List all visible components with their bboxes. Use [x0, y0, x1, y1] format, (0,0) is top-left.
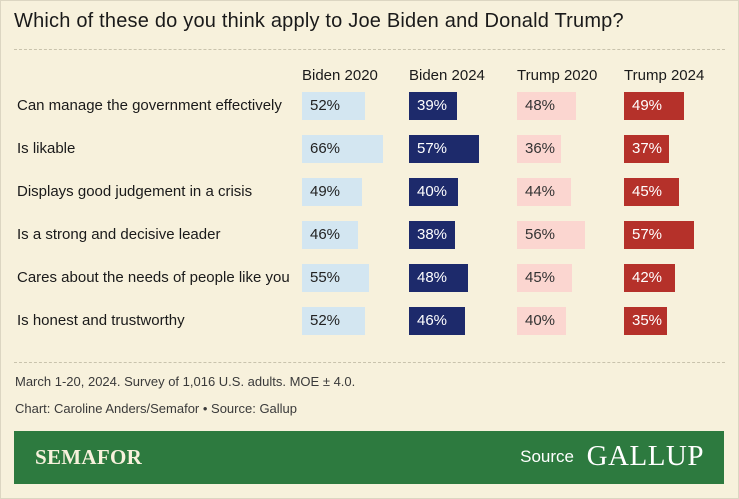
- bar-biden-2020: 55%: [302, 264, 369, 292]
- row-label: Displays good judgement in a crisis: [17, 183, 253, 200]
- row-label: Is honest and trustworthy: [17, 312, 185, 329]
- bar-trump-2024: 57%: [624, 221, 694, 249]
- bar-trump-2024: 49%: [624, 92, 684, 120]
- survey-note: March 1-20, 2024. Survey of 1,016 U.S. a…: [15, 374, 356, 389]
- bar-biden-2020: 49%: [302, 178, 362, 206]
- bar-biden-2020: 52%: [302, 307, 365, 335]
- chart-title: Which of these do you think apply to Joe…: [14, 10, 624, 32]
- row-label: Is a strong and decisive leader: [17, 226, 221, 243]
- divider: [14, 362, 725, 363]
- semafor-logo: SEMAFOR: [35, 445, 143, 469]
- bar-biden-2024: 38%: [409, 221, 455, 249]
- bar-biden-2024: 40%: [409, 178, 458, 206]
- bar-trump-2024: 45%: [624, 178, 679, 206]
- bar-biden-2024: 48%: [409, 264, 468, 292]
- bar-trump-2024: 37%: [624, 135, 669, 163]
- bar-trump-2020: 48%: [517, 92, 576, 120]
- bar-trump-2024: 35%: [624, 307, 667, 335]
- credit-note: Chart: Caroline Anders/Semafor • Source:…: [15, 401, 298, 416]
- column-header-trump-2024: Trump 2024: [624, 67, 705, 84]
- row-label: Is likable: [17, 140, 76, 157]
- bar-trump-2024: 42%: [624, 264, 675, 292]
- column-header-trump-2020: Trump 2020: [517, 67, 598, 84]
- bar-biden-2020: 66%: [302, 135, 383, 163]
- bar-biden-2020: 52%: [302, 92, 365, 120]
- bar-biden-2024: 46%: [409, 307, 465, 335]
- column-header-biden-2024: Biden 2024: [409, 67, 485, 84]
- divider: [14, 49, 725, 50]
- bar-biden-2020: 46%: [302, 221, 358, 249]
- footer-bar: SEMAFOR Source GALLUP: [14, 431, 724, 484]
- bar-trump-2020: 36%: [517, 135, 561, 163]
- row-label: Cares about the needs of people like you: [17, 269, 290, 286]
- row-label: Can manage the government effectively: [17, 97, 282, 114]
- bar-trump-2020: 56%: [517, 221, 585, 249]
- column-header-biden-2020: Biden 2020: [302, 67, 378, 84]
- bar-trump-2020: 40%: [517, 307, 566, 335]
- bar-biden-2024: 39%: [409, 92, 457, 120]
- bar-trump-2020: 44%: [517, 178, 571, 206]
- gallup-logo: GALLUP: [586, 440, 704, 472]
- bar-biden-2024: 57%: [409, 135, 479, 163]
- source-label: Source: [520, 447, 574, 466]
- bar-trump-2020: 45%: [517, 264, 572, 292]
